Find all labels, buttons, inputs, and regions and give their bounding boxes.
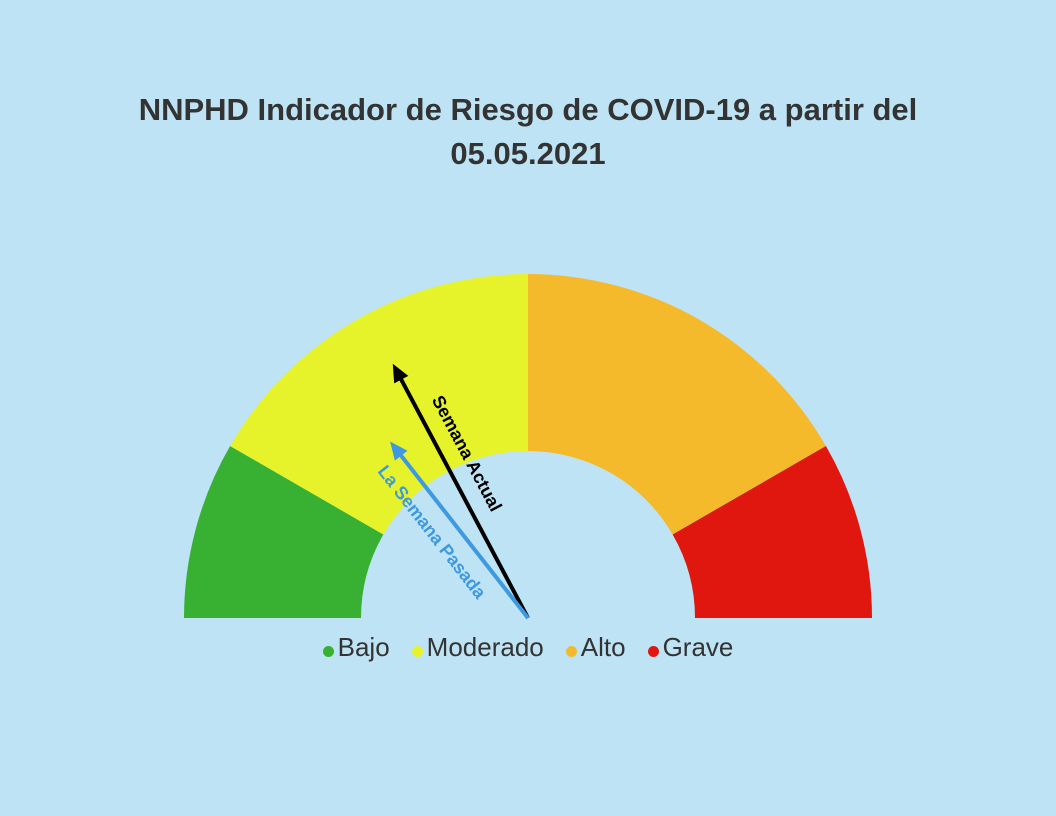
legend-item: Bajo bbox=[322, 632, 390, 663]
legend-marker bbox=[322, 646, 334, 657]
needle bbox=[395, 371, 530, 619]
gauge-segment bbox=[672, 446, 872, 618]
chart-title: NNPHD Indicador de Riesgo de COVID-19 a … bbox=[138, 92, 918, 171]
legend-label: Alto bbox=[580, 632, 626, 662]
legend-marker bbox=[565, 646, 577, 657]
legend-item: Alto bbox=[565, 632, 626, 663]
needle bbox=[394, 448, 530, 620]
gauge-segment bbox=[230, 274, 528, 535]
needle-head bbox=[390, 441, 408, 461]
legend: Bajo Moderado Alto Grave bbox=[0, 632, 1056, 663]
legend-item: Moderado bbox=[411, 632, 544, 663]
legend-item: Grave bbox=[647, 632, 734, 663]
legend-label: Bajo bbox=[337, 632, 390, 662]
needle-head bbox=[392, 363, 409, 384]
legend-marker bbox=[411, 646, 423, 657]
legend-marker bbox=[647, 646, 659, 657]
gauge-segment bbox=[184, 446, 384, 618]
gauge-segment bbox=[528, 274, 826, 535]
legend-label: Grave bbox=[662, 632, 734, 662]
legend-label: Moderado bbox=[426, 632, 544, 662]
